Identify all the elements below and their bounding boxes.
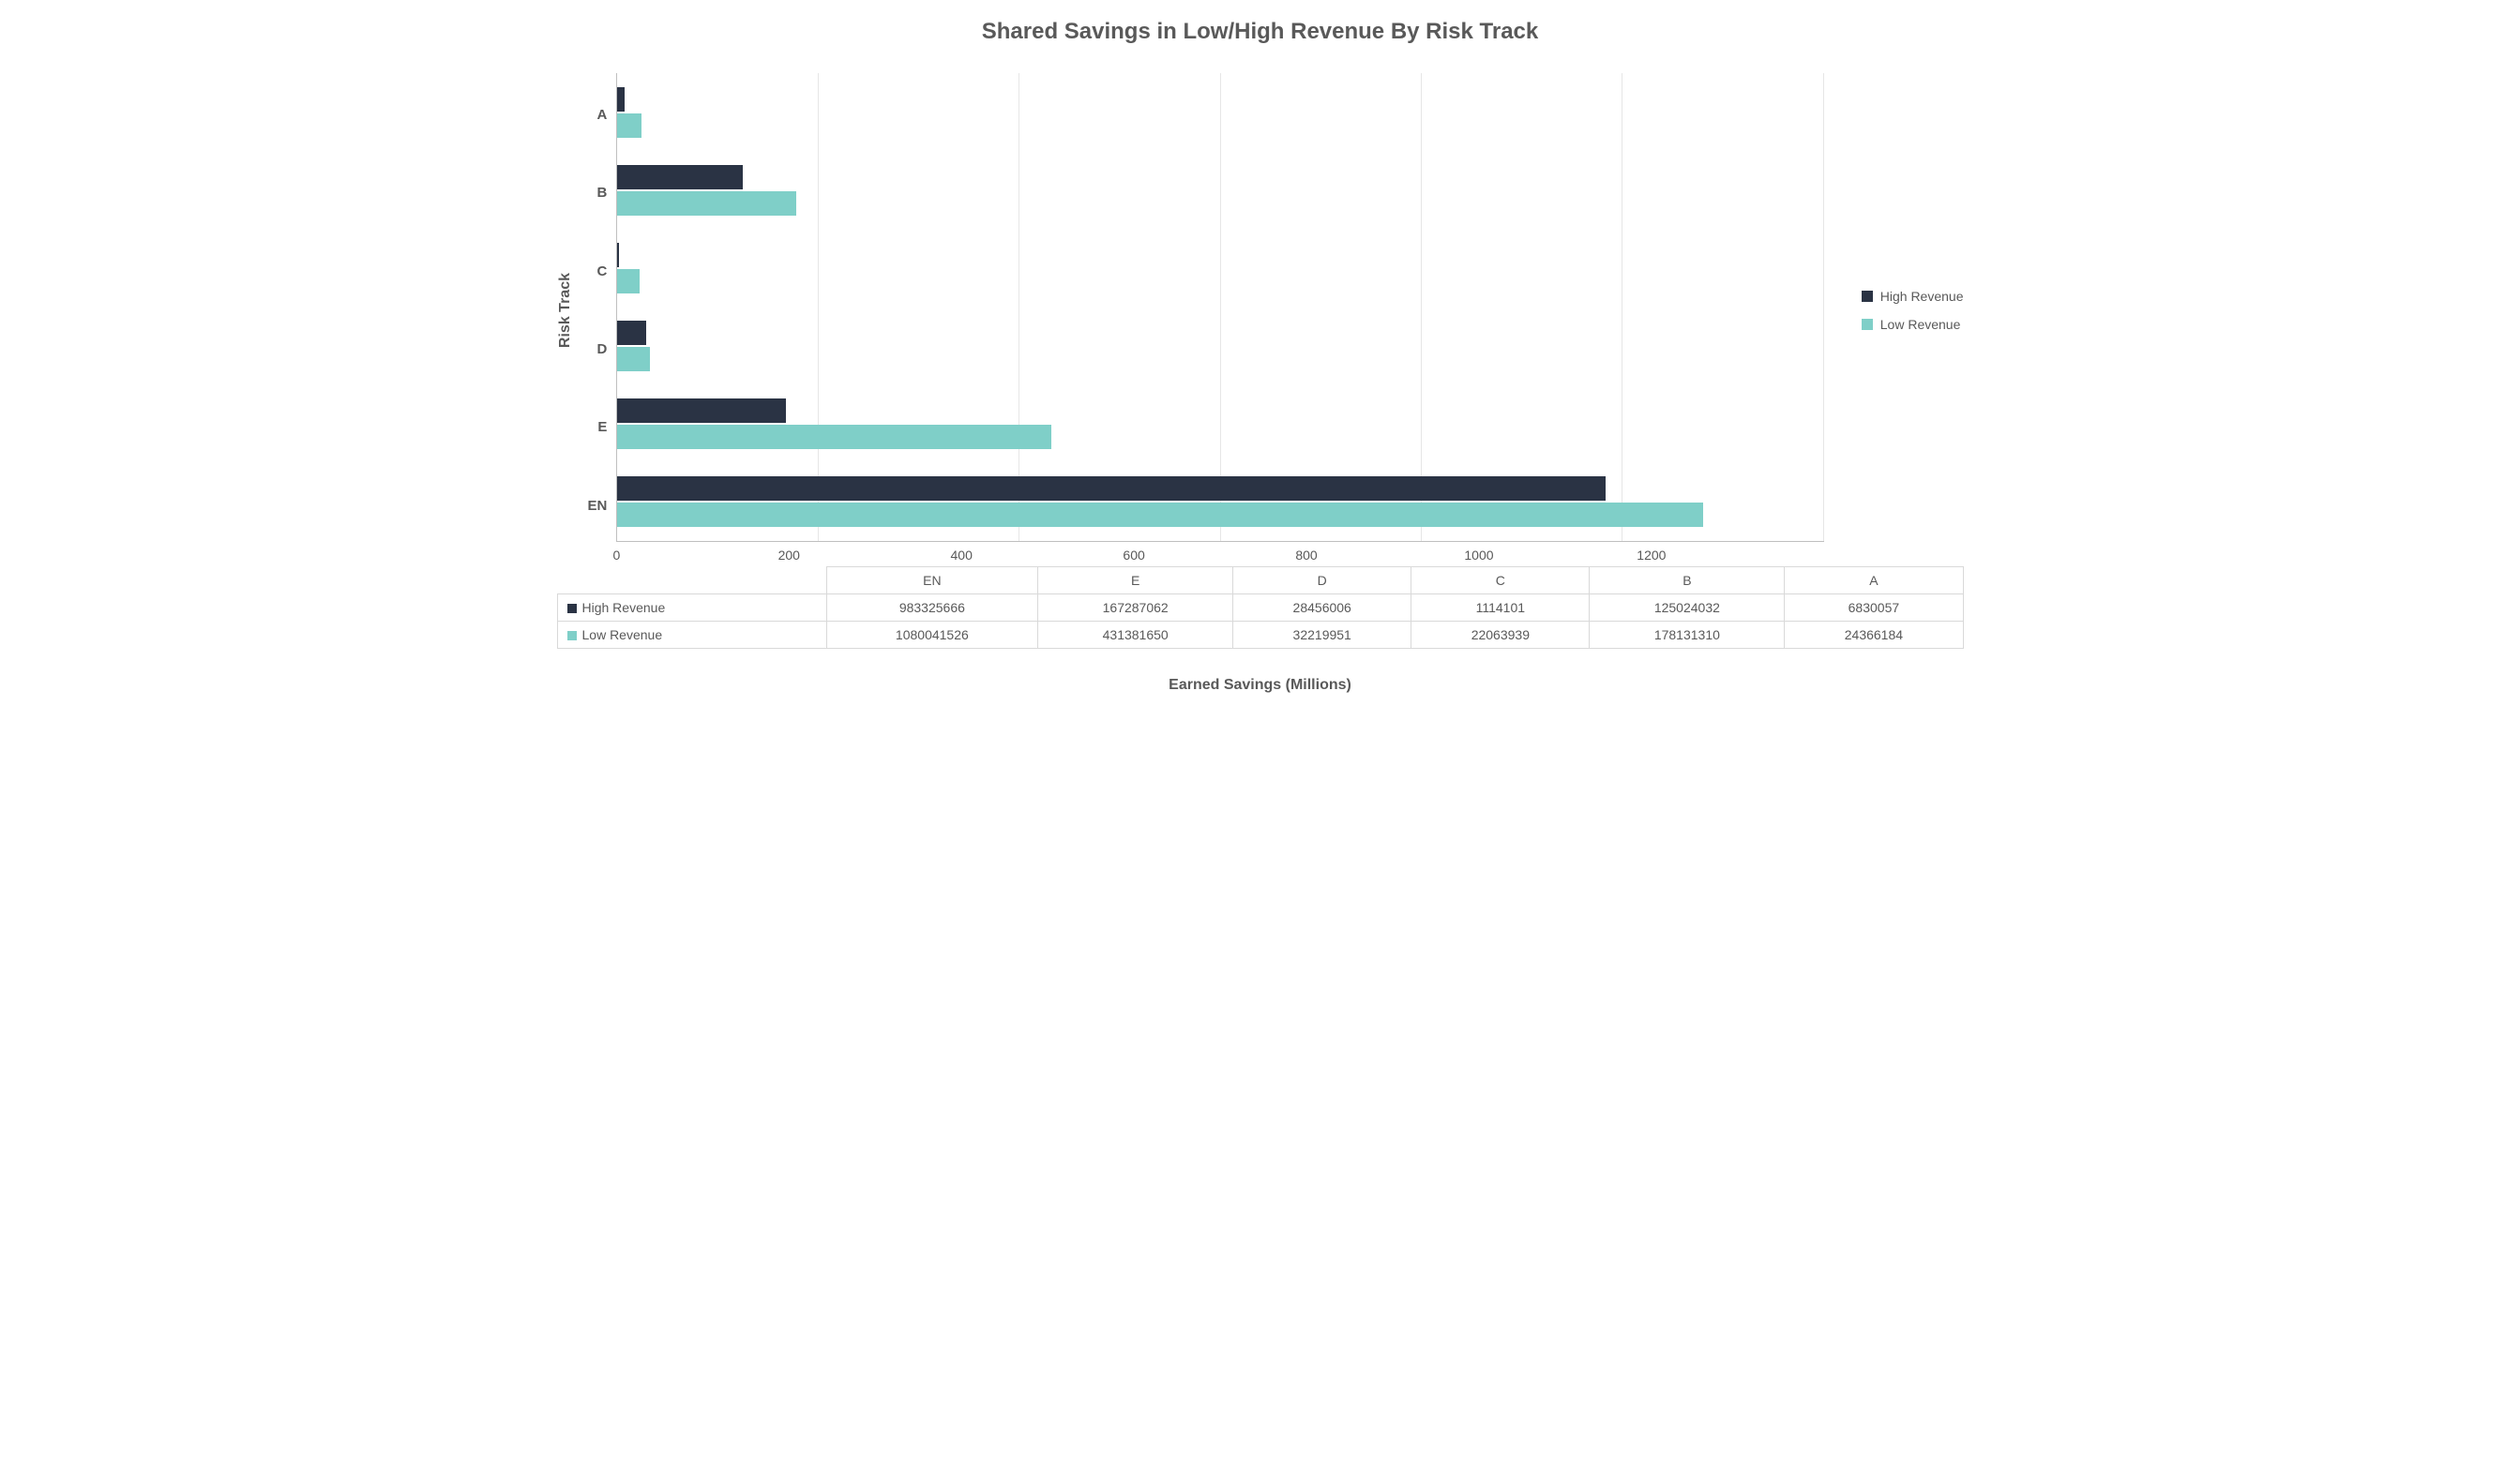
table-cell: 167287062: [1038, 594, 1233, 622]
bar-group: [617, 243, 1823, 293]
legend-swatch: [567, 604, 577, 613]
table-cell: 1080041526: [826, 622, 1038, 649]
bar: [617, 503, 1703, 527]
table-header-cell: B: [1590, 567, 1785, 594]
table-cell: 6830057: [1785, 594, 1963, 622]
plot-column: 020040060080010001200: [616, 73, 1823, 548]
data-table: ENEDCBAHigh Revenue983325666167287062284…: [557, 566, 1964, 649]
table-row: Low Revenue10800415264313816503221995122…: [557, 622, 1963, 649]
bar-group: [617, 165, 1823, 216]
bar: [617, 113, 641, 138]
table-header-cell: C: [1411, 567, 1590, 594]
bar: [617, 425, 1050, 449]
bar: [617, 165, 743, 189]
table-cell: 431381650: [1038, 622, 1233, 649]
table-cell: 178131310: [1590, 622, 1785, 649]
bar: [617, 191, 796, 216]
legend-label: High Revenue: [1880, 289, 1964, 304]
table-header-cell: EN: [826, 567, 1038, 594]
y-tick-label: E: [588, 419, 608, 435]
legend-swatch: [1862, 291, 1873, 302]
bar: [617, 476, 1606, 501]
bar-group: [617, 87, 1823, 138]
bar: [617, 269, 640, 293]
table-row-header: High Revenue: [557, 594, 826, 622]
legend-label: Low Revenue: [1880, 317, 1961, 332]
y-axis-labels: A B C D E EN: [588, 76, 617, 545]
bar: [617, 347, 650, 371]
y-axis-title: Risk Track: [557, 273, 574, 348]
bar-group: [617, 398, 1823, 449]
legend-swatch: [1862, 319, 1873, 330]
table-header-row: ENEDCBA: [557, 567, 1963, 594]
table-cell: 22063939: [1411, 622, 1590, 649]
legend-item: Low Revenue: [1862, 317, 1964, 332]
bar-group: [617, 476, 1823, 527]
table-cell: 28456006: [1233, 594, 1411, 622]
bar: [617, 398, 785, 423]
bar: [617, 321, 646, 345]
table-row-header: Low Revenue: [557, 622, 826, 649]
plot-wrap: Risk Track A B C D E EN 020040060080010001200: [557, 73, 1824, 548]
table-header-cell: D: [1233, 567, 1411, 594]
legend-swatch: [567, 631, 577, 640]
legend: High Revenue Low Revenue: [1862, 289, 1964, 332]
table-cell: 125024032: [1590, 594, 1785, 622]
bar-group: [617, 321, 1823, 371]
plot-area: [616, 73, 1823, 542]
x-axis-title: Earned Savings (Millions): [557, 677, 1964, 694]
bar: [617, 87, 624, 112]
y-tick-label: C: [588, 263, 608, 279]
table-cell: 1114101: [1411, 594, 1590, 622]
bars: [617, 73, 1823, 541]
table-row: High Revenue9833256661672870622845600611…: [557, 594, 1963, 622]
bar: [617, 243, 618, 267]
chart-body: Risk Track A B C D E EN 020040060080010001200…: [557, 73, 1964, 548]
table-cell: [557, 567, 826, 594]
table-cell: 32219951: [1233, 622, 1411, 649]
legend-item: High Revenue: [1862, 289, 1964, 304]
y-tick-label: A: [588, 107, 608, 123]
y-tick-label: D: [588, 341, 608, 357]
chart-container: Shared Savings in Low/High Revenue By Ri…: [557, 19, 1964, 694]
table-cell: 983325666: [826, 594, 1038, 622]
y-tick-label: EN: [588, 498, 608, 514]
chart-title: Shared Savings in Low/High Revenue By Ri…: [557, 19, 1964, 45]
table-header-cell: A: [1785, 567, 1963, 594]
table-header-cell: E: [1038, 567, 1233, 594]
table-cell: 24366184: [1785, 622, 1963, 649]
y-tick-label: B: [588, 185, 608, 201]
